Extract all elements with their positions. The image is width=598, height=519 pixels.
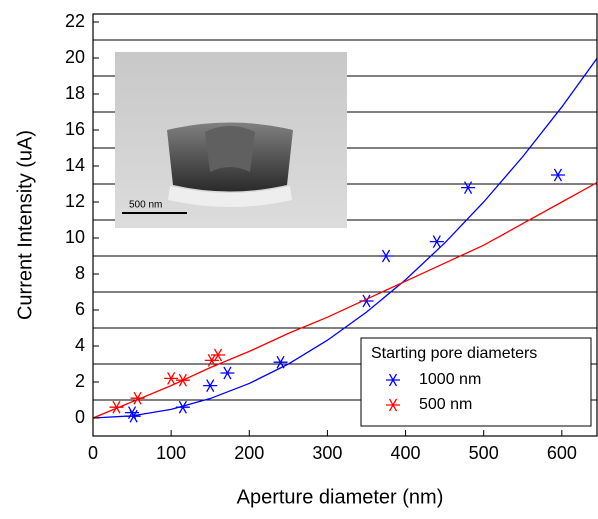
x-axis-label: Aperture diameter (nm) [237, 486, 444, 508]
x-tick-label: 500 [469, 443, 499, 463]
sem-inset: 500 nm [115, 52, 347, 228]
data-point [211, 348, 226, 362]
y-tick-label: 4 [75, 335, 85, 355]
data-point [109, 400, 124, 414]
legend-title: Starting pore diameters [371, 345, 537, 362]
y-tick-label: 18 [65, 83, 85, 103]
x-tick-label: 400 [391, 443, 421, 463]
legend-label: 500 nm [419, 396, 472, 413]
y-tick-label: 8 [75, 263, 85, 283]
data-point [164, 372, 179, 385]
data-point [126, 409, 141, 423]
y-tick-label: 14 [65, 155, 85, 175]
data-point [203, 379, 218, 392]
data-point [204, 354, 219, 367]
inset-scale-label: 500 nm [129, 200, 162, 211]
x-tick-label: 200 [234, 443, 264, 463]
data-point [175, 373, 190, 387]
data-point [220, 366, 235, 380]
data-point [550, 168, 565, 182]
x-tick-label: 300 [312, 443, 342, 463]
y-axis-label: Current Intensity (uA) [14, 130, 36, 320]
data-point [175, 400, 190, 414]
x-tick-label: 600 [547, 443, 577, 463]
data-point [130, 391, 145, 405]
y-tick-label: 6 [75, 299, 85, 319]
y-tick-label: 2 [75, 371, 85, 391]
y-tick-label: 20 [65, 47, 85, 67]
x-tick-label: 0 [88, 443, 98, 463]
y-tick-label: 12 [65, 191, 85, 211]
legend-marker [386, 398, 400, 412]
x-tick-label: 100 [156, 443, 186, 463]
y-tick-label: 0 [75, 407, 85, 427]
legend: Starting pore diameters 1000 nm 500 nm [360, 337, 592, 427]
fit-line [93, 181, 597, 419]
data-point [461, 181, 476, 194]
y-tick-label: 16 [65, 119, 85, 139]
data-point [429, 235, 444, 248]
y-tick-label: 22 [65, 11, 85, 31]
legend-label: 1000 nm [419, 371, 481, 388]
y-tick-label: 10 [65, 227, 85, 247]
legend-marker [386, 373, 400, 387]
legend-box [360, 337, 592, 427]
plot-frame [92, 13, 598, 437]
data-point [273, 355, 288, 369]
data-point [379, 249, 394, 263]
